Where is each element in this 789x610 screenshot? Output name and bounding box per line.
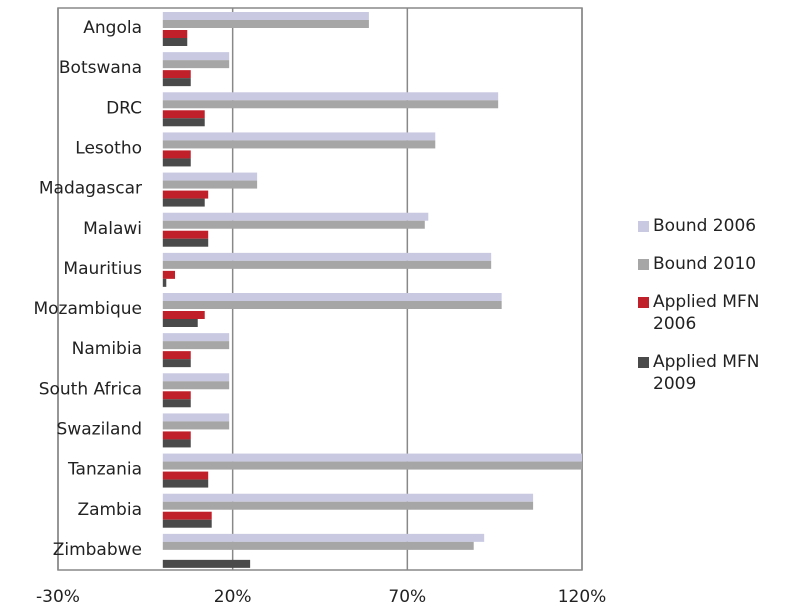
bar: [162, 319, 198, 327]
bar: [162, 78, 191, 87]
bar: [162, 92, 499, 101]
bar: [162, 12, 369, 20]
bar: [162, 260, 492, 269]
bar: [162, 293, 502, 301]
bar: [162, 190, 209, 199]
y-tick-label: Zimbabwe: [53, 540, 142, 560]
bar: [162, 559, 251, 568]
bar: [162, 38, 188, 46]
y-tick-label: Mozambique: [33, 299, 142, 319]
bar: [162, 140, 436, 149]
legend-swatch: [638, 259, 649, 270]
y-tick-label: Malawi: [83, 219, 142, 239]
bar: [162, 238, 209, 247]
bar: [162, 110, 205, 119]
bar: [162, 381, 230, 390]
legend-label: Bound 2006: [653, 216, 757, 236]
legend-item: Applied MFN 2006: [638, 291, 788, 335]
y-tick-label: Botswana: [59, 58, 142, 78]
bar: [162, 351, 191, 360]
bar: [162, 453, 583, 462]
bar: [162, 20, 369, 28]
bar: [162, 252, 492, 261]
legend-label: Applied MFN 2009: [653, 352, 760, 394]
bar: [162, 461, 583, 470]
bar: [162, 220, 425, 229]
x-tick-label: 20%: [214, 587, 252, 607]
bar: [162, 70, 191, 79]
legend-swatch: [638, 357, 649, 368]
legend-item: Applied MFN 2009: [638, 351, 788, 395]
y-tick-label: Angola: [83, 18, 142, 38]
legend-item: Bound 2010: [638, 253, 788, 275]
y-tick-label: Madagascar: [39, 179, 142, 199]
bar: [162, 150, 191, 159]
bar: [162, 431, 191, 440]
bar: [162, 311, 205, 319]
bar: [162, 301, 502, 309]
legend: Bound 2006 Bound 2010 Applied MFN 2006 Appl…: [638, 215, 788, 411]
bar: [162, 100, 499, 109]
bar: [162, 519, 212, 528]
bar: [162, 278, 167, 287]
y-tick-label: Tanzania: [67, 460, 142, 480]
legend-label: Bound 2010: [653, 254, 757, 274]
bar: [162, 399, 191, 408]
bar: [162, 30, 188, 38]
bar: [162, 118, 205, 127]
y-tick-label: South Africa: [39, 379, 142, 399]
bar: [162, 52, 230, 61]
bar: [162, 132, 436, 141]
bar: [162, 373, 230, 382]
bar: [162, 533, 485, 542]
bar: [162, 479, 209, 488]
legend-item: Bound 2006: [638, 215, 788, 237]
legend-swatch: [638, 221, 649, 232]
bar: [162, 270, 176, 279]
y-tick-label: Swaziland: [57, 420, 142, 440]
bar: [162, 172, 258, 181]
bar: [162, 230, 209, 239]
legend-swatch: [638, 297, 649, 308]
bar: [162, 501, 534, 510]
bar: [162, 180, 258, 189]
bar: [162, 341, 230, 350]
bar: [162, 541, 474, 550]
x-tick-label: 120%: [558, 587, 607, 607]
bar: [162, 391, 191, 400]
bar: [162, 493, 534, 502]
x-tick-label: -30%: [36, 587, 80, 607]
y-tick-label: DRC: [106, 98, 142, 118]
bar: [162, 471, 209, 480]
y-tick-label: Lesotho: [75, 139, 142, 159]
bar: [162, 359, 191, 368]
bar: [162, 439, 191, 448]
bar: [162, 60, 230, 69]
bar: [162, 421, 230, 430]
y-tick-label: Zambia: [77, 500, 142, 520]
bar: [162, 158, 191, 167]
y-tick-label: Mauritius: [63, 259, 142, 279]
y-tick-label: Namibia: [72, 339, 142, 359]
bar: [162, 413, 230, 422]
bar: [162, 198, 205, 207]
bar: [162, 212, 429, 221]
bar: [162, 333, 230, 342]
bar: [162, 511, 212, 520]
x-tick-label: 70%: [388, 587, 426, 607]
legend-label: Applied MFN 2006: [653, 292, 760, 334]
